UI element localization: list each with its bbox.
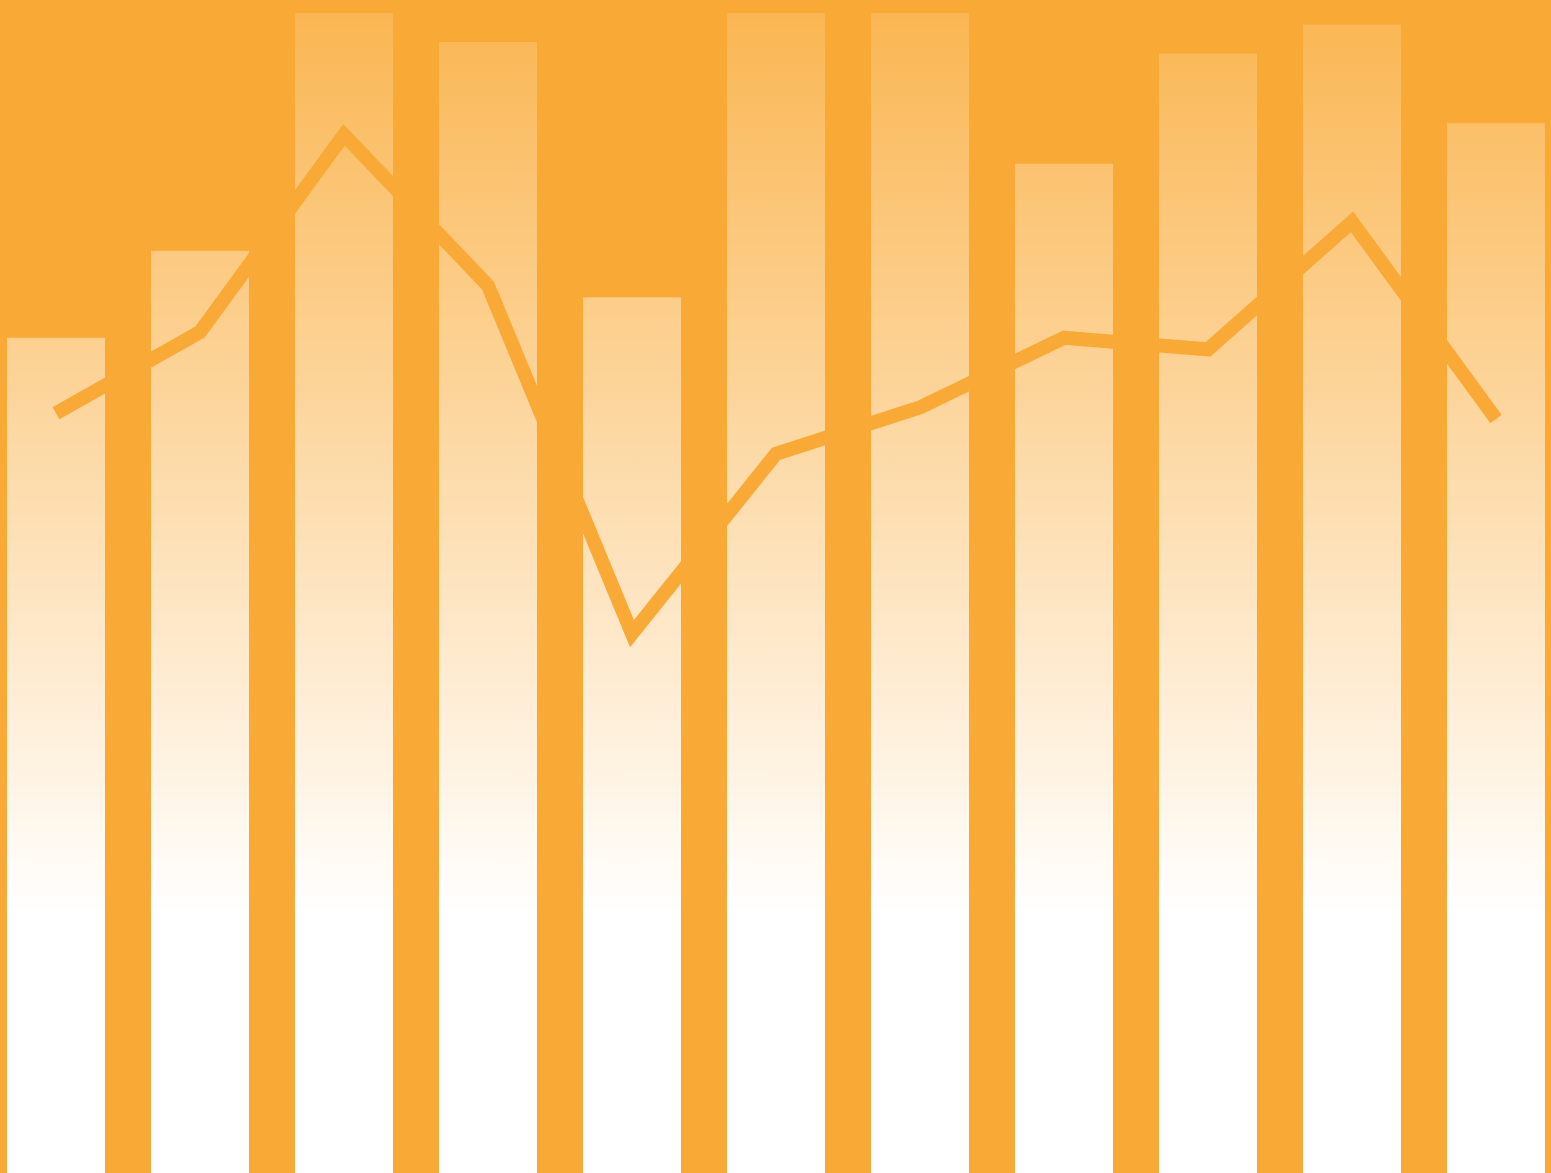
line-point-1 [56,413,57,414]
bar-11 [1447,123,1545,1173]
line-point-6 [776,453,777,454]
bar-4 [439,42,537,1173]
bar-10 [1303,25,1401,1173]
line-point-2 [200,332,201,333]
bar-5 [583,297,681,1173]
bar-8 [1015,164,1113,1173]
line-point-8 [1064,337,1065,338]
line-point-4 [488,285,489,286]
bar-7 [871,13,969,1173]
bar-1 [7,338,105,1173]
bar-9 [1159,54,1257,1173]
line-point-5 [632,633,633,634]
line-point-10 [1352,221,1353,222]
bar-6 [727,13,825,1173]
bar-2 [151,251,249,1173]
line-point-9 [1208,349,1209,350]
line-point-11 [1496,419,1497,420]
line-point-7 [920,407,921,408]
line-point-3 [344,134,345,135]
